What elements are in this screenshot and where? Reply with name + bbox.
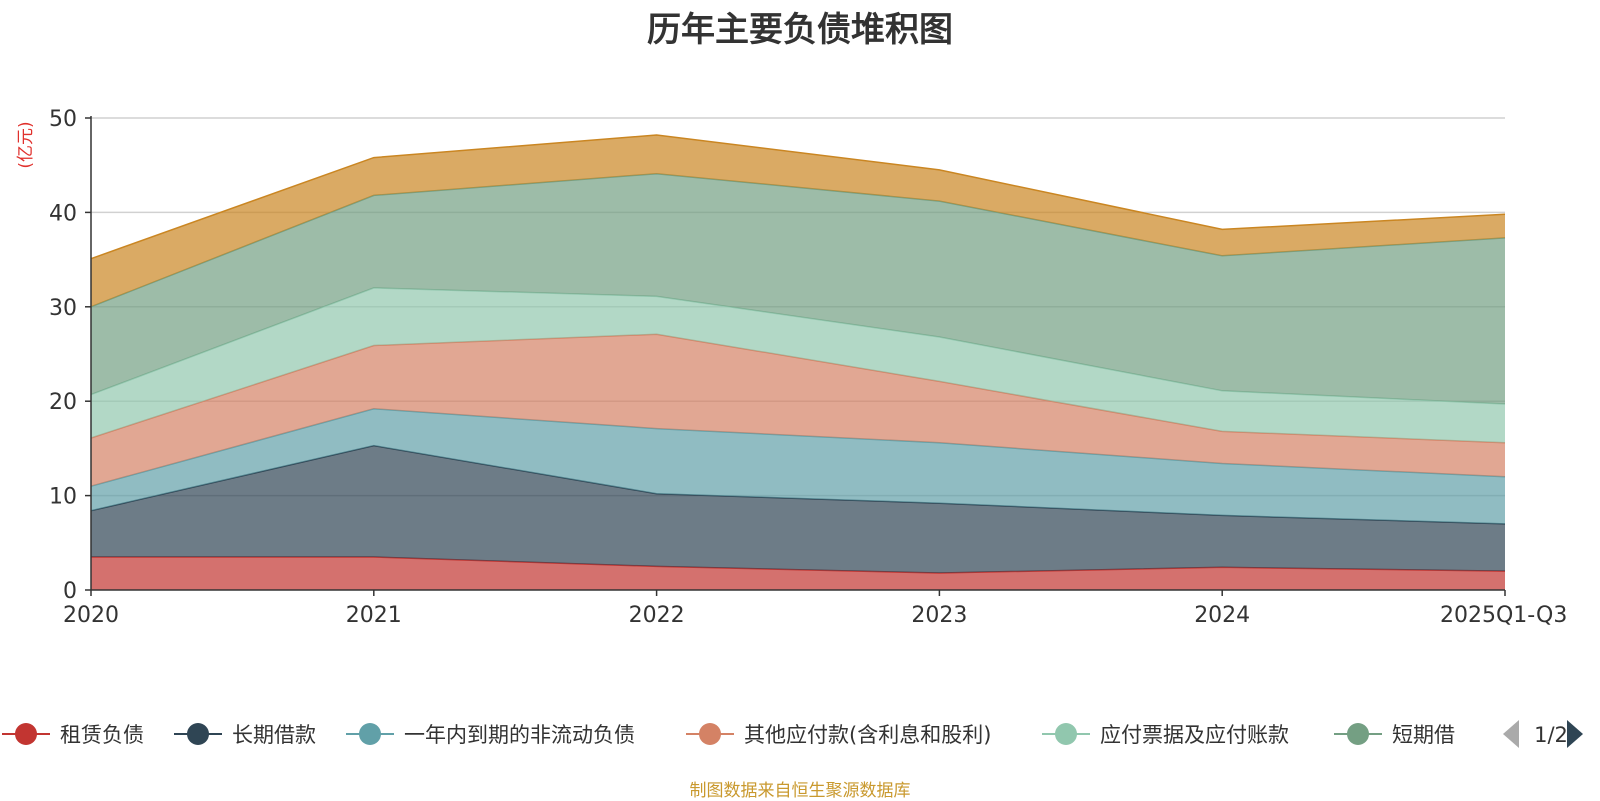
legend-label-5: 短期借	[1392, 723, 1455, 747]
y-tick-label-0: 0	[63, 579, 77, 604]
legend-marker-4	[1055, 723, 1077, 745]
y-tick-label-3: 30	[49, 296, 77, 321]
legend-label-2: 一年内到期的非流动负债	[404, 723, 635, 747]
legend-marker-1	[187, 723, 209, 745]
legend: 租赁负债 长期借款 一年内到期的非流动负债 其他应付款(含利息和股利) 应付票据及应付账…	[2, 720, 1583, 748]
data-source-note: 制图数据来自恒生聚源数据库	[689, 781, 911, 801]
x-tick-label-2: 2022	[629, 603, 685, 628]
x-tick-label-1: 2021	[346, 603, 402, 628]
x-tick-label-4: 2024	[1194, 603, 1250, 628]
legend-next-icon[interactable]	[1567, 720, 1583, 748]
legend-label-1: 长期借款	[232, 723, 316, 747]
x-tick-label-0: 2020	[63, 603, 119, 628]
legend-marker-2	[359, 723, 381, 745]
y-tick-label-5: 50	[49, 107, 77, 132]
area-series-5	[91, 173, 1505, 404]
area-series-4	[91, 287, 1505, 443]
series-line-6	[90, 134, 1506, 260]
legend-prev-icon[interactable]	[1503, 720, 1519, 748]
legend-page-indicator: 1/2	[1534, 723, 1568, 747]
chart-title: 历年主要负债堆积图	[647, 10, 953, 50]
x-tick-label-3: 2023	[911, 603, 967, 628]
y-tick-label-2: 20	[49, 390, 77, 415]
area-series-1	[91, 445, 1505, 573]
legend-label-4: 应付票据及应付账款	[1100, 723, 1289, 747]
legend-label-0: 租赁负债	[60, 723, 144, 747]
y-axis-label: (亿元)	[16, 121, 36, 168]
axes: 0 10 20 30 40 50 2020 2021 2022 2023 2024 2025Q1-Q3	[49, 107, 1567, 628]
legend-marker-5	[1347, 723, 1369, 745]
legend-label-3: 其他应付款(含利息和股利)	[744, 723, 991, 747]
area-series-6	[91, 135, 1505, 307]
legend-marker-0	[15, 723, 37, 745]
area-series-2	[91, 408, 1505, 524]
y-tick-label-1: 10	[49, 485, 77, 510]
area-series	[90, 134, 1506, 590]
area-series-3	[91, 334, 1505, 487]
y-tick-label-4: 40	[49, 201, 77, 226]
x-tick-label-5: 2025Q1-Q3	[1440, 603, 1567, 628]
legend-marker-3	[699, 723, 721, 745]
area-series-0	[91, 557, 1505, 590]
